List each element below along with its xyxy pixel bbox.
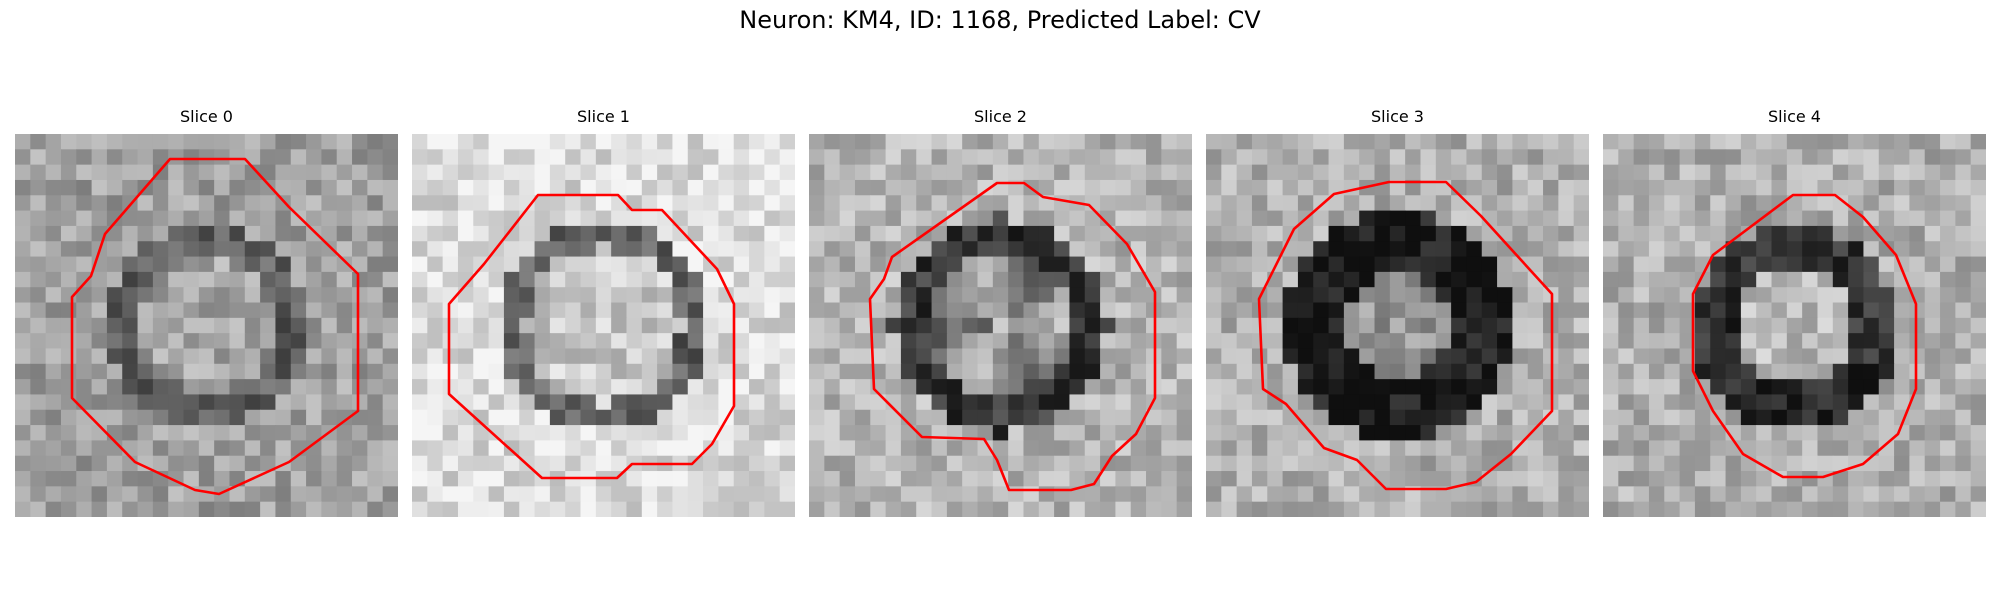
- slice-image: [412, 134, 795, 517]
- slice-image: [1206, 134, 1589, 517]
- contour-outline: [868, 181, 1157, 492]
- contour-outline: [1691, 193, 1918, 479]
- slice-image: [809, 134, 1192, 517]
- slice-title: Slice 3: [1371, 107, 1424, 126]
- contour-outline: [70, 157, 360, 496]
- slice-title: Slice 0: [180, 107, 233, 126]
- slice-image: [1603, 134, 1986, 517]
- slice-image: [15, 134, 398, 517]
- slice-title: Slice 1: [577, 107, 630, 126]
- slice-title: Slice 4: [1768, 107, 1821, 126]
- figure-title: Neuron: KM4, ID: 1168, Predicted Label: …: [739, 6, 1261, 34]
- contour-outline: [447, 193, 736, 480]
- slice-title: Slice 2: [974, 107, 1027, 126]
- contour-outline: [1257, 180, 1554, 491]
